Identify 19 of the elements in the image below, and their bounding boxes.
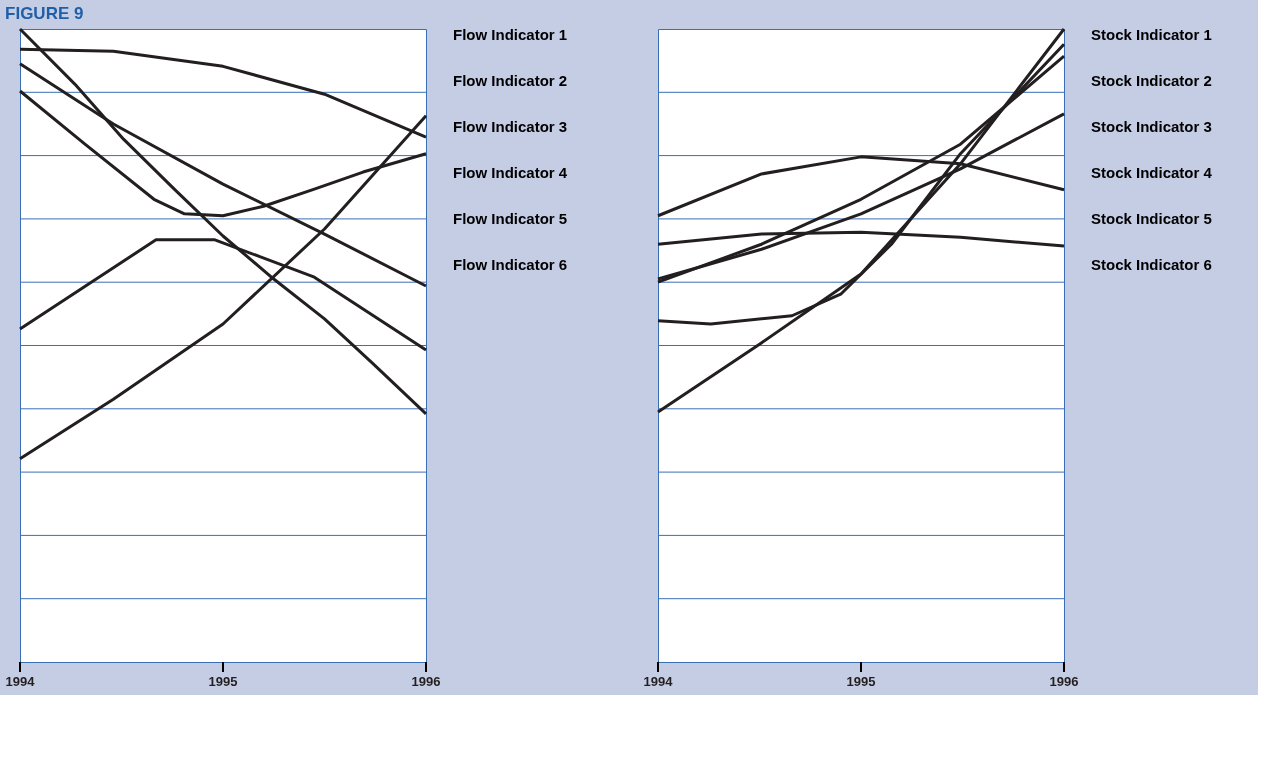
text: Flow Indicator 3: [453, 118, 568, 135]
chart-title: FIGURE 9: [5, 4, 84, 23]
x-tick-label: 1994: [5, 674, 36, 689]
text: Stock Indicator 3: [1091, 118, 1212, 135]
text: Flow Indicator 4: [453, 164, 568, 181]
text: Stock Indicator 4: [1091, 164, 1213, 181]
text: Flow Indicator 1: [453, 26, 568, 43]
text: Flow Indicator 6: [453, 256, 568, 273]
text: Stock Indicator 6: [1091, 256, 1212, 273]
x-tick-label: 1995: [846, 674, 876, 689]
text: Flow Indicator 5: [453, 210, 568, 227]
x-tick-label: 1995: [208, 674, 238, 689]
text: Flow Indicator 2: [453, 72, 568, 89]
text: Stock Indicator 2: [1091, 72, 1212, 89]
x-tick-label: 1996: [1049, 674, 1079, 689]
text: Stock Indicator 5: [1091, 210, 1212, 227]
x-tick-label: 1994: [643, 674, 674, 689]
text: Stock Indicator 1: [1091, 26, 1212, 43]
x-tick-label: 1996: [411, 674, 441, 689]
